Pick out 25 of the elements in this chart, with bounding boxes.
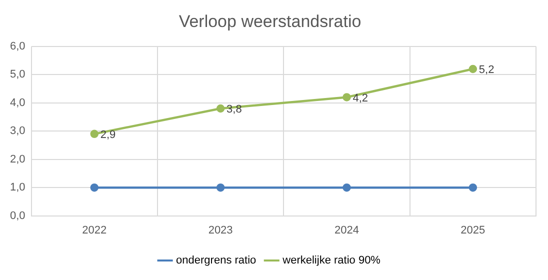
point [90, 130, 99, 138]
point [342, 93, 351, 102]
legend-label: werkelijke ratio 90% [282, 254, 381, 267]
y-tick-label: 3,0 [10, 125, 26, 138]
x-tick-label: 2022 [82, 224, 107, 236]
data-label: 4,2 [352, 92, 368, 104]
y-tick-label: 2,0 [10, 153, 26, 166]
chart-title: Verloop weerstandsratio [178, 12, 362, 31]
point [216, 104, 225, 113]
point [216, 183, 225, 192]
y-tick-label: 6,0 [10, 40, 26, 52]
y-tick-label: 4,0 [10, 96, 26, 109]
data-label: 5,2 [478, 64, 494, 76]
point [468, 64, 478, 74]
x-tick-label: 2025 [460, 224, 486, 236]
legend-label: ondergrens ratio [176, 254, 256, 267]
point [342, 183, 351, 192]
y-tick-label: 0,0 [10, 210, 26, 222]
x-tick-label: 2024 [334, 224, 359, 236]
point [468, 183, 478, 192]
y-tick-label: 5,0 [10, 68, 26, 81]
y-tick-label: 1,0 [10, 182, 26, 194]
point [90, 183, 99, 192]
data-label: 2,9 [100, 128, 116, 141]
x-tick-label: 2023 [208, 224, 233, 236]
